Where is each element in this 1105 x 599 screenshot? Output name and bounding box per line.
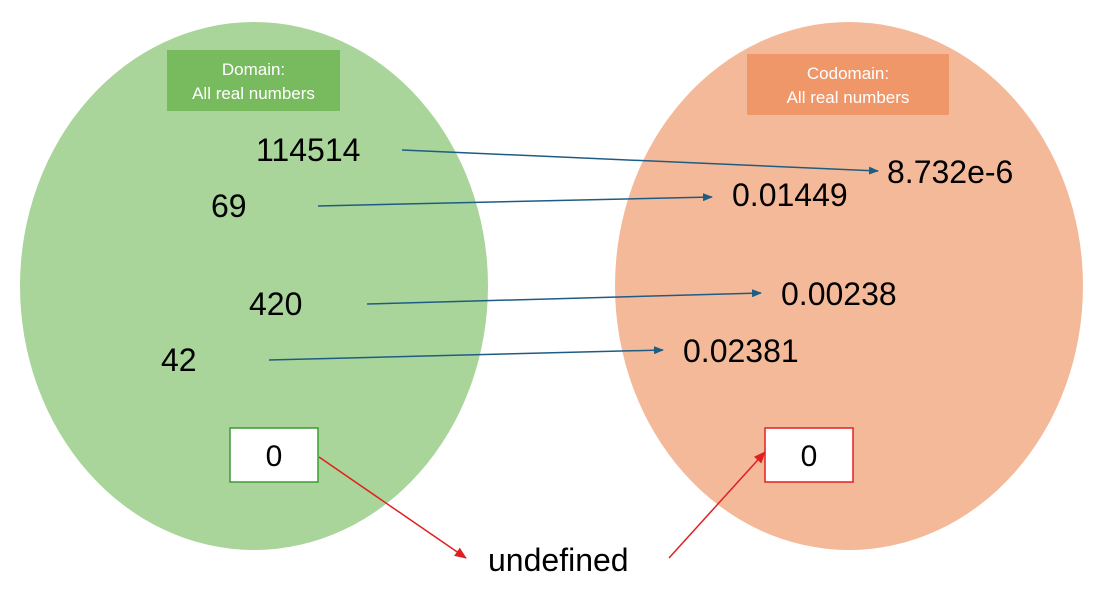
input-42: 42 [161,342,197,378]
domain-ellipse [20,22,488,550]
output-0-01449: 0.01449 [732,177,848,213]
undefined-label: undefined [488,542,629,578]
codomain-ellipse [615,22,1083,550]
zero-input-value: 0 [266,440,283,473]
zero-to-undefined-arrow [318,456,467,559]
codomain-label-line1: Codomain: [807,64,889,83]
output-0-02381: 0.02381 [683,333,799,369]
zero-output-value: 0 [801,440,818,473]
domain-label-box [167,50,340,111]
mapping-arrow-69 [317,193,713,207]
zero-output-box [764,427,854,483]
domain-label-line1: Domain: [222,60,285,79]
domain-label: Domain: All real numbers [167,50,340,111]
input-69: 69 [211,188,247,224]
codomain-label-line2: All real numbers [787,88,910,107]
output-0-00238: 0.00238 [781,276,897,312]
zero-input-box [229,427,319,483]
codomain-label-box [747,54,949,115]
mapping-arrow-114514 [401,149,879,175]
zero-input: 0 [229,427,319,483]
domain-label-line2: All real numbers [192,84,315,103]
output-8-732e-6: 8.732e-6 [887,154,1013,190]
mapping-arrow-42 [268,346,664,361]
input-114514: 114514 [256,132,360,168]
zero-output: 0 [764,427,854,483]
codomain-label: Codomain: All real numbers [747,54,949,115]
mapping-arrow-420 [366,289,762,305]
input-420: 420 [249,286,302,322]
undefined-to-zero-arrow [668,451,766,559]
